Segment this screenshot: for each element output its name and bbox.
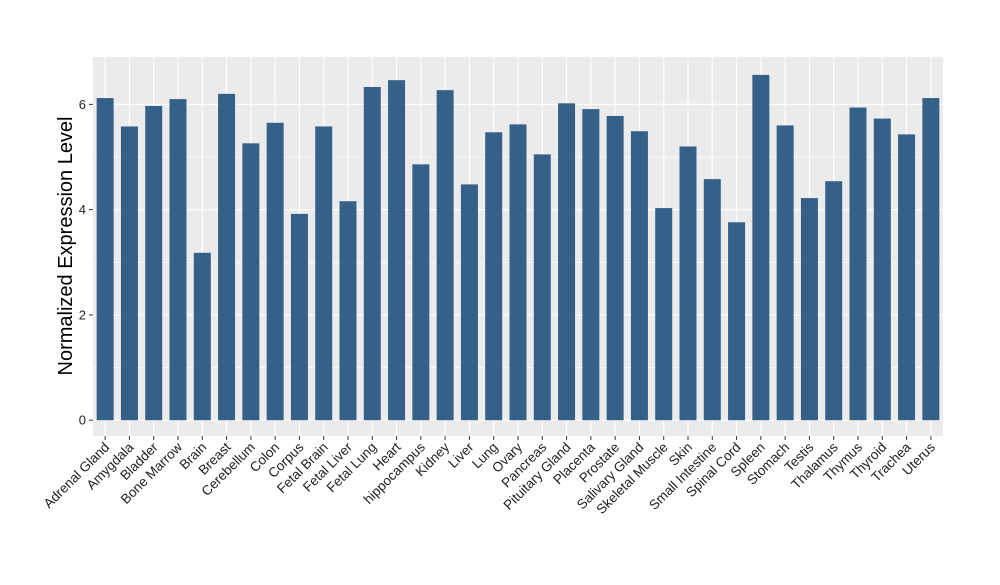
bar [558, 103, 576, 421]
bar [339, 201, 357, 421]
bars [96, 74, 940, 421]
y-tick-label: 6 [79, 97, 86, 112]
bar [388, 80, 406, 421]
y-axis-label: Normalized Expression Level [55, 116, 77, 375]
x-tick-label: Liver [445, 439, 477, 471]
bar [582, 109, 600, 421]
bar [898, 134, 916, 421]
bar [460, 184, 478, 421]
bar [145, 105, 163, 421]
bar [290, 213, 308, 421]
y-tick-label: 0 [79, 413, 86, 428]
bar [266, 122, 284, 421]
bar [120, 126, 138, 421]
bar [776, 125, 794, 421]
bar [825, 181, 843, 421]
y-tick-label: 4 [79, 202, 86, 217]
bar [412, 164, 430, 421]
bar [485, 132, 503, 421]
bar [169, 99, 187, 421]
bar [606, 115, 624, 421]
bar [630, 131, 648, 421]
bar [363, 87, 381, 421]
bar [728, 222, 746, 421]
y-tick-label: 2 [79, 307, 86, 322]
bar [533, 154, 551, 421]
bar [242, 143, 260, 421]
bar [800, 198, 818, 421]
bar [436, 90, 454, 421]
bar [703, 179, 721, 421]
bar [218, 93, 236, 421]
bar [679, 146, 697, 421]
bar [509, 124, 527, 421]
bar [193, 252, 211, 421]
bar [96, 98, 114, 421]
bar [752, 74, 770, 421]
y-axis: 0 2 4 6 [79, 97, 93, 428]
bar [873, 118, 891, 421]
bar [315, 126, 333, 421]
bar [849, 107, 867, 421]
bar [655, 208, 673, 421]
bar [922, 98, 940, 421]
